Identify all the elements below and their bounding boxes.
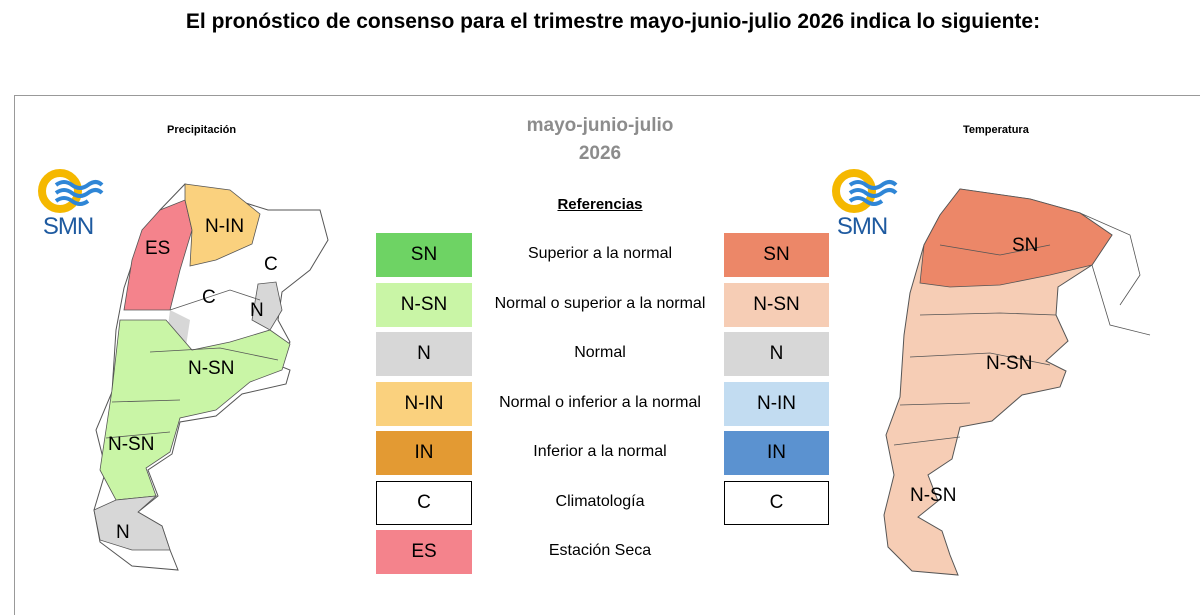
legend-temp-swatch: N-SN [724,283,829,327]
legend-temp-swatch: N-IN [724,382,829,426]
legend-precip-swatch: N [376,332,472,376]
precip-label-center-wet: N-SN [188,358,234,379]
legend-precip-swatch: C [376,481,472,525]
forecast-period-year: 2026 [578,143,622,164]
legend-precip-swatch: ES [376,530,472,574]
legend-description: Estación Seca [548,542,652,559]
forecast-panel [14,95,1200,615]
temperature-map: SN N-SN N-SN [883,188,1151,576]
temp-label-south: N-SN [910,485,956,506]
temp-label-north: SN [1012,235,1038,256]
page-headline: El pronóstico de consenso para el trimes… [185,10,1041,33]
smn-logo-text: SMN [42,213,94,240]
legend-description: Normal [574,344,626,361]
precip-map-title: Precipitación [167,124,237,136]
forecast-period-title: mayo-junio-julio 2026 [470,112,730,168]
legend-description: Climatología [555,493,645,510]
legend-description: Normal o superior a la normal [494,295,706,312]
precip-label-south-normal: N [116,522,130,543]
legend-description: Normal o inferior a la normal [499,394,701,411]
legend-temp-swatch: C [724,481,829,525]
legend-temp-swatch: SN [724,233,829,277]
legend-precip-swatch: IN [376,431,472,475]
smn-logo-icon [38,169,104,213]
precip-label-clim-center: C [202,287,216,308]
precip-label-north: N-IN [205,216,244,237]
smn-logo-left: SMN [36,165,106,245]
smn-logo-text: SMN [836,213,888,240]
temp-map-title: Temperatura [963,124,1029,136]
legend-description: Superior a la normal [527,245,673,262]
smn-logo-right: SMN [830,165,900,245]
precipitation-map: N-IN ES C C N N-SN N-SN N [93,183,329,571]
legend-precip-swatch: N-IN [376,382,472,426]
legend-description: Inferior a la normal [533,443,667,460]
legend-temp-swatch: N [724,332,829,376]
temp-label-center: N-SN [986,353,1032,374]
legend-precip-swatch: N-SN [376,283,472,327]
precip-label-clim-ne: C [264,254,278,275]
precip-label-south-wet: N-SN [108,434,154,455]
legend-precip-swatch: SN [376,233,472,277]
precip-label-dry: ES [145,238,170,259]
precip-label-normal-ne: N [250,300,264,321]
forecast-period-months: mayo-junio-julio [526,115,674,136]
legend-temp-swatch: IN [724,431,829,475]
legend-heading: Referencias [557,196,643,213]
smn-logo-icon [832,169,898,213]
